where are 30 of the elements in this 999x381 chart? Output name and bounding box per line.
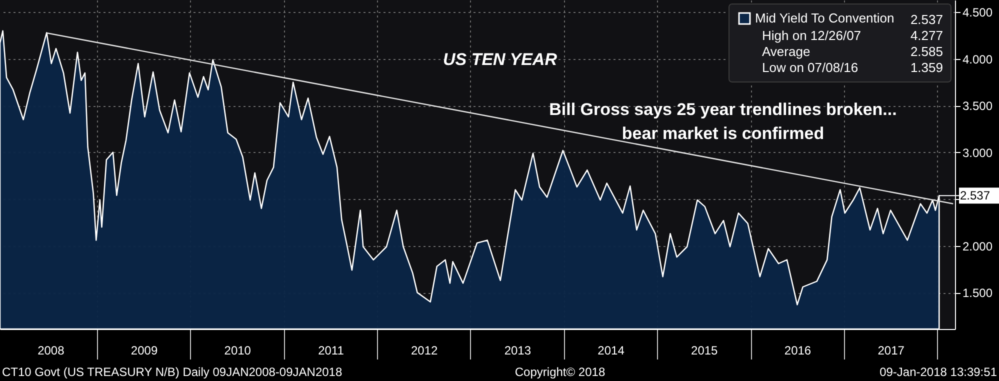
annotation: Average (762, 44, 810, 59)
y-tick-label: 3.500 (962, 99, 993, 114)
x-tick-label: 2012 (410, 344, 438, 358)
text: 09-Jan-2018 13:39:51 (880, 365, 998, 379)
x-tick-label: 2016 (784, 344, 812, 358)
y-tick-label: 4.500 (962, 6, 993, 20)
text: CT10 Govt (US TREASURY N/B) Daily 09JAN2008-09JAN2018 (2, 365, 342, 379)
x-tick-label: 2014 (598, 344, 625, 358)
text: US TEN YEAR (443, 50, 558, 69)
annotation: 4.277 (910, 28, 943, 43)
annotation: Low on 07/08/16 (762, 60, 858, 75)
legend-label: Mid Yield To Convention (755, 10, 894, 26)
y-tick-label: 4.000 (962, 52, 993, 66)
y-tick-label: 2.000 (962, 239, 993, 254)
x-tick-label: 2009 (130, 344, 158, 358)
annotation: 2.537 (960, 188, 990, 203)
x-tick-label: 2013 (504, 344, 532, 358)
x-tick-label: 2011 (318, 344, 344, 358)
annotation: Bill Gross says 25 year trendlines broken... bear market is confirmed (549, 100, 897, 143)
x-tick-label: 2015 (691, 344, 718, 358)
x-tick-label: 2017 (878, 344, 905, 358)
y-tick-label: 3.000 (962, 146, 993, 160)
annotation: 1.359 (910, 60, 943, 75)
text: Copyright© 2018 (514, 365, 606, 379)
y-tick-label: 1.500 (962, 286, 993, 300)
x-tick-label: 2008 (38, 344, 65, 358)
x-tick-label: 2010 (224, 344, 252, 358)
annotation: 2.537 (910, 12, 943, 27)
annotation: 2.585 (910, 44, 943, 59)
annotation: High on 12/26/07 (762, 28, 862, 43)
